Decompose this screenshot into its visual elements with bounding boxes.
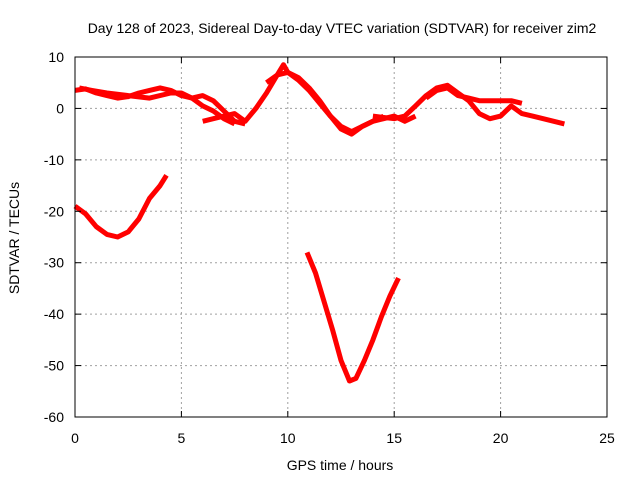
x-tick-label: 0 — [71, 430, 79, 446]
x-tick-label: 5 — [178, 430, 186, 446]
x-tick-label: 10 — [280, 430, 296, 446]
y-tick-label: -20 — [44, 203, 64, 219]
x-axis-title: GPS time / hours — [287, 457, 394, 473]
series-line-satellite-track-e — [372, 82, 565, 127]
y-axis-title: SDTVAR / TECUs — [6, 182, 22, 294]
y-tick-label: -10 — [44, 152, 64, 168]
y-tick-label: 0 — [56, 100, 64, 116]
y-tick-label: 10 — [48, 49, 64, 65]
series-line-satellite-track-f — [424, 85, 523, 106]
series-line-satellite-track-b — [78, 85, 236, 127]
series-line-satellite-track-d — [265, 69, 385, 137]
y-tick-label: -30 — [44, 255, 64, 271]
x-tick-label: 15 — [386, 430, 402, 446]
chart-title: Day 128 of 2023, Sidereal Day-to-day VTE… — [88, 20, 597, 36]
x-tick-label: 20 — [493, 430, 509, 446]
plot-frame — [74, 56, 608, 418]
ticks: 0 5 10 15 20 25 10 0 -10 -20 -30 -40 -50 -60 — [44, 49, 615, 446]
y-tick-label: -60 — [44, 409, 64, 425]
y-tick-label: -50 — [44, 358, 64, 374]
y-tick-label: -40 — [44, 306, 64, 322]
series-line-satellite-track-g — [73, 173, 169, 240]
x-tick-label: 25 — [599, 430, 615, 446]
series-layer — [73, 62, 565, 384]
series-line-satellite-track-h — [304, 251, 401, 384]
